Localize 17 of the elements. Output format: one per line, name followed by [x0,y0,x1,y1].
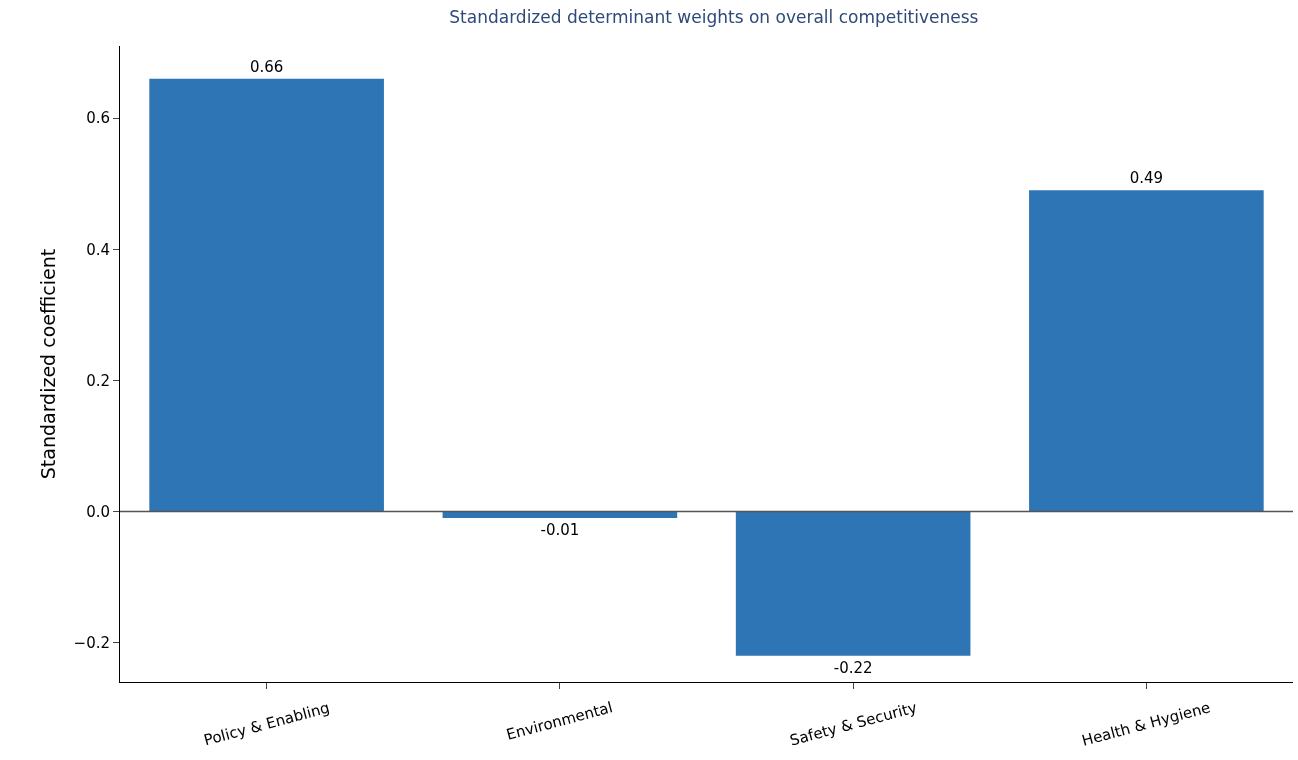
y-tick-label: 0.6 [86,109,110,128]
x-tick-label: Policy & Enabling [201,698,332,750]
y-tick-label: 0.2 [86,371,110,390]
data-label: -0.22 [833,658,873,677]
data-label: 0.66 [249,57,284,76]
x-tick-label: Safety & Security [787,698,919,750]
chart-title: Standardized determinant weights on overall competitiveness [449,7,979,28]
x-tick-label: Health & Hygiene [1079,698,1213,750]
y-tick-label: 0.0 [86,502,110,521]
y-tick-label: −0.2 [73,633,110,652]
y-axis-title: Standardized coefficient [37,248,60,480]
bar [735,511,971,656]
data-label: 0.49 [1129,169,1164,188]
y-tick-label: 0.4 [86,240,110,259]
data-label: -0.01 [540,521,580,540]
bar [1029,190,1264,512]
bar [149,78,384,512]
